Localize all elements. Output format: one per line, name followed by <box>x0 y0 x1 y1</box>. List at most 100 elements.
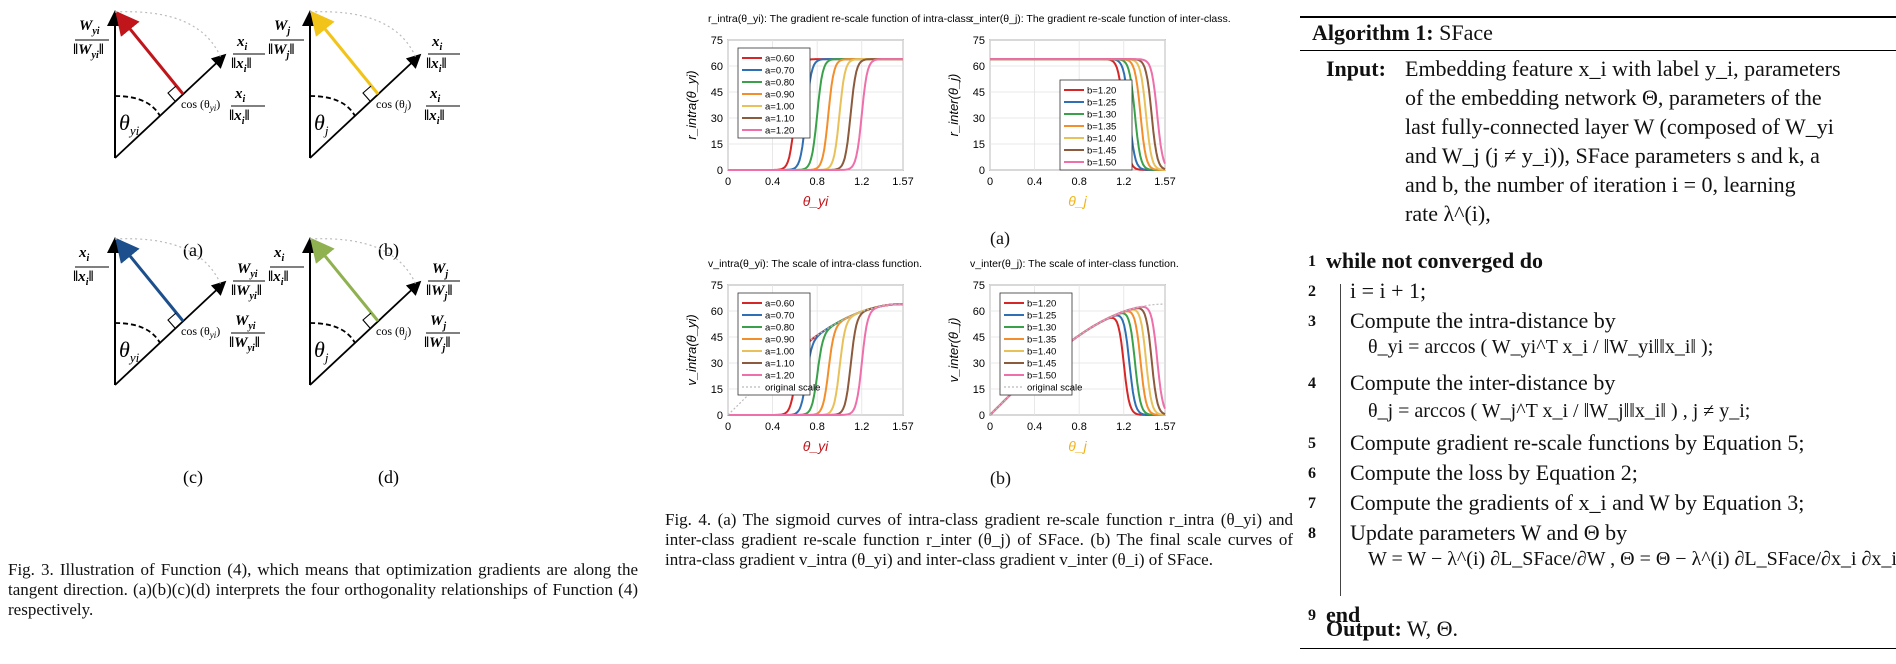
x-tick-label: 1.57 <box>1154 421 1175 433</box>
series-line <box>728 58 903 171</box>
y-tick-label: 30 <box>973 113 985 125</box>
line-number: 7 <box>1308 495 1316 512</box>
angle-arc <box>309 95 356 117</box>
proj-fraction-num: xi <box>429 86 441 105</box>
algorithm-step: Update parameters W and Θ by <box>1350 520 1628 545</box>
x-axis-label: θ_j <box>1068 193 1087 209</box>
y-tick-label: 75 <box>711 35 723 47</box>
proj-fraction-num: Wyi <box>235 313 256 332</box>
algorithm-step: Compute gradient re-scale functions by E… <box>1350 430 1805 455</box>
gradient-arrow <box>115 10 185 95</box>
fig4-caption-text: Fig. 4. (a) The sigmoid curves of intra-… <box>665 510 1293 569</box>
x-tick-label: 1.57 <box>892 176 913 188</box>
axis-fraction-num: Wj <box>432 261 448 280</box>
right-angle-mark <box>362 312 372 329</box>
legend-entry: a=0.60 <box>765 299 794 310</box>
tip-fraction-num: xi <box>273 245 285 264</box>
legend-entry: b=1.20 <box>1027 299 1056 310</box>
x-tick-label: 0.8 <box>810 421 825 433</box>
x-tick-label: 0.8 <box>810 176 825 188</box>
axis-fraction-den: ‖Wyi‖ <box>231 283 262 302</box>
legend-entry: a=1.00 <box>765 347 794 358</box>
cos-label: cos (θyi) <box>181 324 220 340</box>
line-number: 6 <box>1308 465 1316 482</box>
line-number: 3 <box>1308 313 1316 330</box>
y-tick-label: 15 <box>973 139 985 151</box>
diagonal-axis <box>309 280 422 386</box>
y-tick-label: 45 <box>711 87 723 99</box>
legend-entry: b=1.45 <box>1087 146 1116 157</box>
cos-label: cos (θj) <box>376 324 411 340</box>
algorithm-step: i = i + 1; <box>1350 278 1427 303</box>
x-tick-label: 0 <box>987 421 993 433</box>
algorithm-step: Compute the intra-distance by <box>1350 308 1616 333</box>
x-tick-label: 1.2 <box>854 176 869 188</box>
bottom-rule <box>1300 648 1896 649</box>
panel-label: (b) <box>378 240 399 261</box>
y-tick-label: 60 <box>711 61 723 73</box>
while-block-bar <box>1340 284 1341 596</box>
line-number: 2 <box>1308 283 1316 300</box>
axis-fraction-den: ‖xi‖ <box>231 56 252 75</box>
diagonal-axis <box>114 280 227 386</box>
legend-entry: a=1.20 <box>765 126 794 137</box>
y-tick-label: 45 <box>973 332 985 344</box>
right-angle-mark <box>362 85 372 102</box>
y-tick-label: 0 <box>979 165 985 177</box>
proj-fraction-num: Wj <box>430 313 446 332</box>
input-line: rate λ^(i), <box>1405 201 1491 226</box>
legend-entry: original scale <box>765 383 820 394</box>
chart-title: r_intra(θ_yi): The gradient re-scale fun… <box>708 13 974 25</box>
legend-entry: a=0.60 <box>765 54 794 65</box>
tip-fraction-den: ‖Wj‖ <box>268 42 295 61</box>
y-tick-label: 60 <box>711 306 723 318</box>
legend-entry: b=1.25 <box>1087 98 1116 109</box>
input-line: of the embedding network Θ, parameters o… <box>1405 85 1822 110</box>
x-axis-label: θ_j <box>1068 438 1087 454</box>
angle-label: θyi <box>119 110 140 138</box>
input-label: Input: <box>1326 56 1386 81</box>
line-number: 9 <box>1308 607 1316 624</box>
panel-label: (d) <box>378 467 399 488</box>
x-tick-label: 0.4 <box>1027 176 1042 188</box>
legend: a=0.60a=0.70a=0.80a=0.90a=1.00a=1.10a=1.… <box>737 292 820 396</box>
x-tick-label: 1.57 <box>1154 176 1175 188</box>
legend-entry: original scale <box>1027 383 1082 394</box>
legend-entry: a=1.20 <box>765 371 794 382</box>
panel-label: (c) <box>183 467 203 488</box>
legend-entry: a=1.10 <box>765 114 794 125</box>
fig3-caption: Fig. 3. Illustration of Function (4), wh… <box>8 560 638 619</box>
x-tick-label: 0.8 <box>1072 421 1087 433</box>
y-tick-label: 75 <box>973 35 985 47</box>
legend-box <box>737 47 811 139</box>
output-line: Output: W, Θ. <box>1326 616 1458 642</box>
y-tick-label: 75 <box>973 280 985 292</box>
legend-entry: b=1.35 <box>1087 122 1116 133</box>
output-label: Output: <box>1326 616 1402 641</box>
line-number: 1 <box>1308 253 1316 270</box>
x-tick-label: 0.8 <box>1072 176 1087 188</box>
panel-label: (a) <box>183 240 203 261</box>
x-tick-label: 1.2 <box>1116 421 1131 433</box>
chart-title: v_intra(θ_yi): The scale of intra-class … <box>708 258 922 270</box>
cos-label: cos (θj) <box>376 97 411 113</box>
legend: b=1.20b=1.25b=1.30b=1.35b=1.40b=1.45b=1.… <box>999 292 1082 396</box>
algorithm-step: θ_j = arccos ( W_j^T x_i / ‖W_j‖‖x_i‖ ) … <box>1368 400 1751 422</box>
x-tick-label: 1.57 <box>892 421 913 433</box>
angle-label: θj <box>314 337 329 365</box>
algorithm-step: end <box>1326 602 1361 627</box>
unit-arc <box>114 11 222 59</box>
legend-entry: b=1.30 <box>1087 110 1116 121</box>
algorithm-title-name: SFace <box>1433 20 1493 45</box>
proj-fraction-den: ‖xi‖ <box>424 108 445 127</box>
y-tick-label: 60 <box>973 61 985 73</box>
proj-fraction-den: ‖Wj‖ <box>424 335 451 354</box>
tip-fraction-den: ‖xi‖ <box>268 269 289 288</box>
x-axis-label: θ_yi <box>803 438 829 454</box>
input-line: Embedding feature x_i with label y_i, pa… <box>1405 56 1841 81</box>
algorithm-title-label: Algorithm 1: <box>1312 20 1434 45</box>
